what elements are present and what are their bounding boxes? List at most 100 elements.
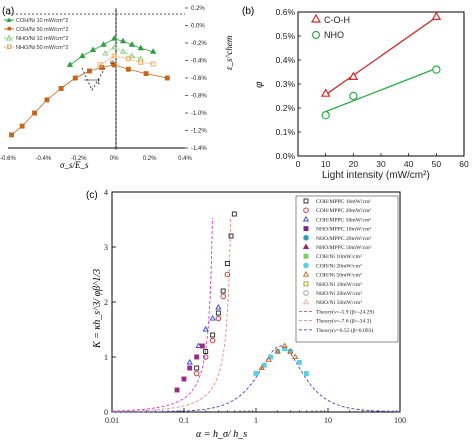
panel-a-y-tick-label: 0.0% xyxy=(191,24,205,30)
panel-a-y-tick-label: -1.2% xyxy=(191,129,207,135)
panel-b-x-tick-label: 10 xyxy=(321,159,331,169)
legend-a-2: NHO/Ni 10 mW/cm^2 xyxy=(16,36,68,42)
panel-a-series xyxy=(9,35,170,138)
panel-b-fit-line xyxy=(325,16,437,96)
panel-a-y-tick-label: -0.2% xyxy=(191,41,207,47)
legend-a-marker-3 xyxy=(7,44,12,49)
legend-c-12: Theory(ν=-5.9 (β=-24.29) xyxy=(316,308,374,315)
panel-a-x-ticks: -0.6% -0.4% -0.2% 0% 0.2% 0.4% xyxy=(0,156,192,162)
panel-a-one-label: 1 xyxy=(97,80,101,86)
panel-c-point xyxy=(303,371,309,376)
panel-c-point xyxy=(228,233,234,239)
panel-b-x-tick-label: 20 xyxy=(349,159,359,169)
panel-c-point xyxy=(220,288,226,294)
panel-c-point xyxy=(210,332,216,338)
legend-c-4: NHO/MPPC 20mW/cm² xyxy=(316,236,372,242)
panel-b-point xyxy=(431,11,442,20)
panel-c-xlabel: α = h_σ/ h_s xyxy=(196,429,247,440)
panel-c-point xyxy=(265,356,272,362)
panel-a-point xyxy=(19,123,25,129)
panel-b-frame xyxy=(297,11,465,157)
panel-c-point xyxy=(202,354,209,360)
panel-b-ylabel: φ xyxy=(254,81,265,88)
panel-b-x-tick-label: 50 xyxy=(432,159,442,169)
panel-c-legend-box xyxy=(295,195,399,343)
legend-c-6: COH/Ni 10mW/cm² xyxy=(316,254,362,260)
panel-b-y-tick-label: 0.1% xyxy=(276,127,296,137)
panel-c-point xyxy=(282,346,288,352)
panel-c-point xyxy=(258,364,265,371)
legend-c-marker-5 xyxy=(302,243,310,250)
panel-b-label: (b) xyxy=(242,6,254,17)
panel-c-label: (c) xyxy=(86,190,98,201)
legend-c-9: NHO/Ni 10mW/cm² xyxy=(316,282,362,288)
legend-c-0: COH/MPPC 10mW/cm² xyxy=(316,199,371,205)
panel-c-point xyxy=(224,261,230,266)
panel-a-point xyxy=(86,68,92,74)
panel-a-point xyxy=(66,61,74,67)
legend-a-marker-1 xyxy=(7,27,11,31)
panel-b-x-tick-label: 30 xyxy=(376,159,386,169)
panel-c-point xyxy=(186,358,193,365)
legend-c-8: COH/Ni 50mW/cm² xyxy=(316,273,362,279)
panel-c-y-ticks: 0 1 2 3 4 xyxy=(104,188,116,417)
panel-c-x-tick-label: 100 xyxy=(394,416,406,425)
legend-c-marker-3 xyxy=(303,226,309,232)
panel-c-point xyxy=(193,370,200,377)
panel-c-x-tick-label: 0.1 xyxy=(179,416,189,425)
panel-a-point xyxy=(128,52,136,59)
panel-c-y-tick-label: 2 xyxy=(104,298,108,307)
legend-c-1: COH/MPPC 20mW/cm² xyxy=(316,208,371,214)
legend-c-10: NHO/Ni 20mW/cm² xyxy=(316,291,362,297)
panel-a-point xyxy=(44,97,50,103)
panel-b-legend: C-O-H NHO xyxy=(310,13,350,40)
legend-c-marker-4 xyxy=(303,235,309,241)
panel-b-y-tick-label: 0.4% xyxy=(276,55,296,65)
panel-c-y-tick-label: 4 xyxy=(104,188,108,197)
panel-b-y-tick-label: 0.0% xyxy=(276,151,296,161)
panel-c-point xyxy=(209,337,216,344)
panel-b-point xyxy=(349,91,358,101)
panel-c-point xyxy=(261,362,267,368)
panel-a-x-tick-label: 0% xyxy=(110,156,119,162)
panel-b-xlabel: Light intensity (mW/cm²) xyxy=(322,170,430,181)
panel-b-y-ticks: 0.0% 0.1% 0.2% 0.3% 0.4% 0.5% 0.6% xyxy=(276,7,301,161)
panel-a-point xyxy=(100,41,107,47)
panel-b-fit-line xyxy=(325,67,437,113)
panel-c-point xyxy=(194,354,200,360)
panel-b: (b) 0 10 20 30 40 50 60 0.0%0.1%0.2%0.3%0.4%0.… xyxy=(242,6,469,181)
panel-a-y-tick-label: -0.6% xyxy=(191,76,207,82)
panel-c-point xyxy=(215,303,222,310)
panel-a-point xyxy=(150,61,156,67)
panel-c-point xyxy=(209,314,216,321)
panel-a-x-tick-label: -0.6% xyxy=(0,156,16,162)
panel-a-y-tick-label: 0.2% xyxy=(191,6,205,12)
panel-c-point xyxy=(174,387,180,393)
panel-b-y-tick-label: 0.6% xyxy=(276,7,296,17)
panel-a-point xyxy=(32,110,37,116)
panel-a-y-ticks: 0.2% 0.0% -0.2% -0.4% -0.6% -0.8% -1.0% -1.2% -1… xyxy=(185,6,207,152)
legend-c-7: COH/Ni 20mW/cm² xyxy=(316,263,362,269)
panel-c-point xyxy=(195,342,202,349)
panel-c-point xyxy=(224,271,231,278)
panel-a-y-tick-label: -1.4% xyxy=(191,146,207,152)
panel-a-legend: COH/Ni 10 mW/cm^2 COH/Ni 50 mW/cm^2 NHO/… xyxy=(4,17,68,51)
panel-c-theory-curves xyxy=(112,216,400,413)
panel-c-point xyxy=(231,211,237,217)
panel-c-point xyxy=(194,365,200,371)
panel-a-x-tick-label: 0.2% xyxy=(143,156,157,162)
panel-a-point xyxy=(128,41,136,47)
panel-a-point xyxy=(58,86,64,91)
panel-a-x-tick-label: -0.2% xyxy=(71,156,87,162)
panel-b-y-tick-label: 0.5% xyxy=(276,31,296,41)
panel-a-point xyxy=(125,56,131,62)
panel-a-point xyxy=(143,71,149,77)
legend-b-marker-0 xyxy=(310,13,322,23)
panel-c-point xyxy=(281,342,288,349)
panel-c-y-tick-label: 1 xyxy=(104,353,108,362)
panel-a-x-tick-label: 0.4% xyxy=(178,156,192,162)
panel-c-point xyxy=(215,315,222,322)
panel-a-point xyxy=(79,52,86,59)
legend-c-marker-10 xyxy=(303,290,309,296)
